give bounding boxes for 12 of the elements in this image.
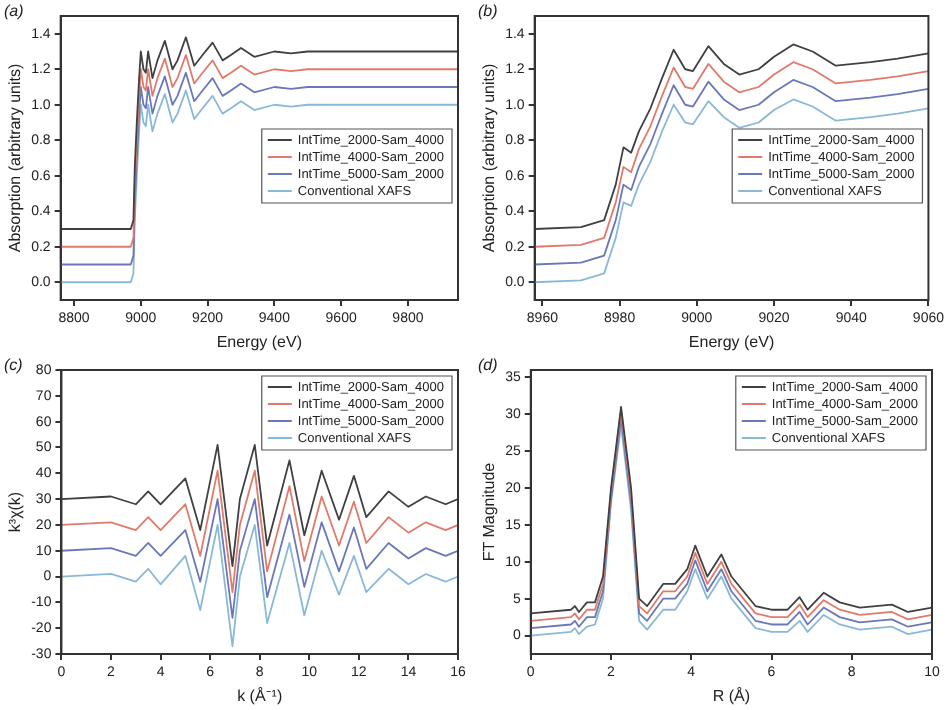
y-axis-title: Absorption (arbitrary units) [480, 63, 499, 253]
x-axis-title: k (Å⁻¹) [237, 686, 283, 705]
y-axis-title: FT Magnitude [480, 461, 499, 562]
text: (b) [478, 2, 499, 21]
x-axis-title: Energy (eV) [216, 332, 303, 351]
text: (a) [4, 2, 25, 21]
y-axis-title: k³χ(k) [6, 491, 25, 533]
y-axis-title: Absorption (arbitrary units) [6, 63, 25, 253]
text: (c) [4, 356, 24, 375]
x-axis-title: R (Å) [712, 686, 751, 705]
text: (d) [478, 356, 499, 375]
x-axis-title: Energy (eV) [688, 332, 775, 351]
